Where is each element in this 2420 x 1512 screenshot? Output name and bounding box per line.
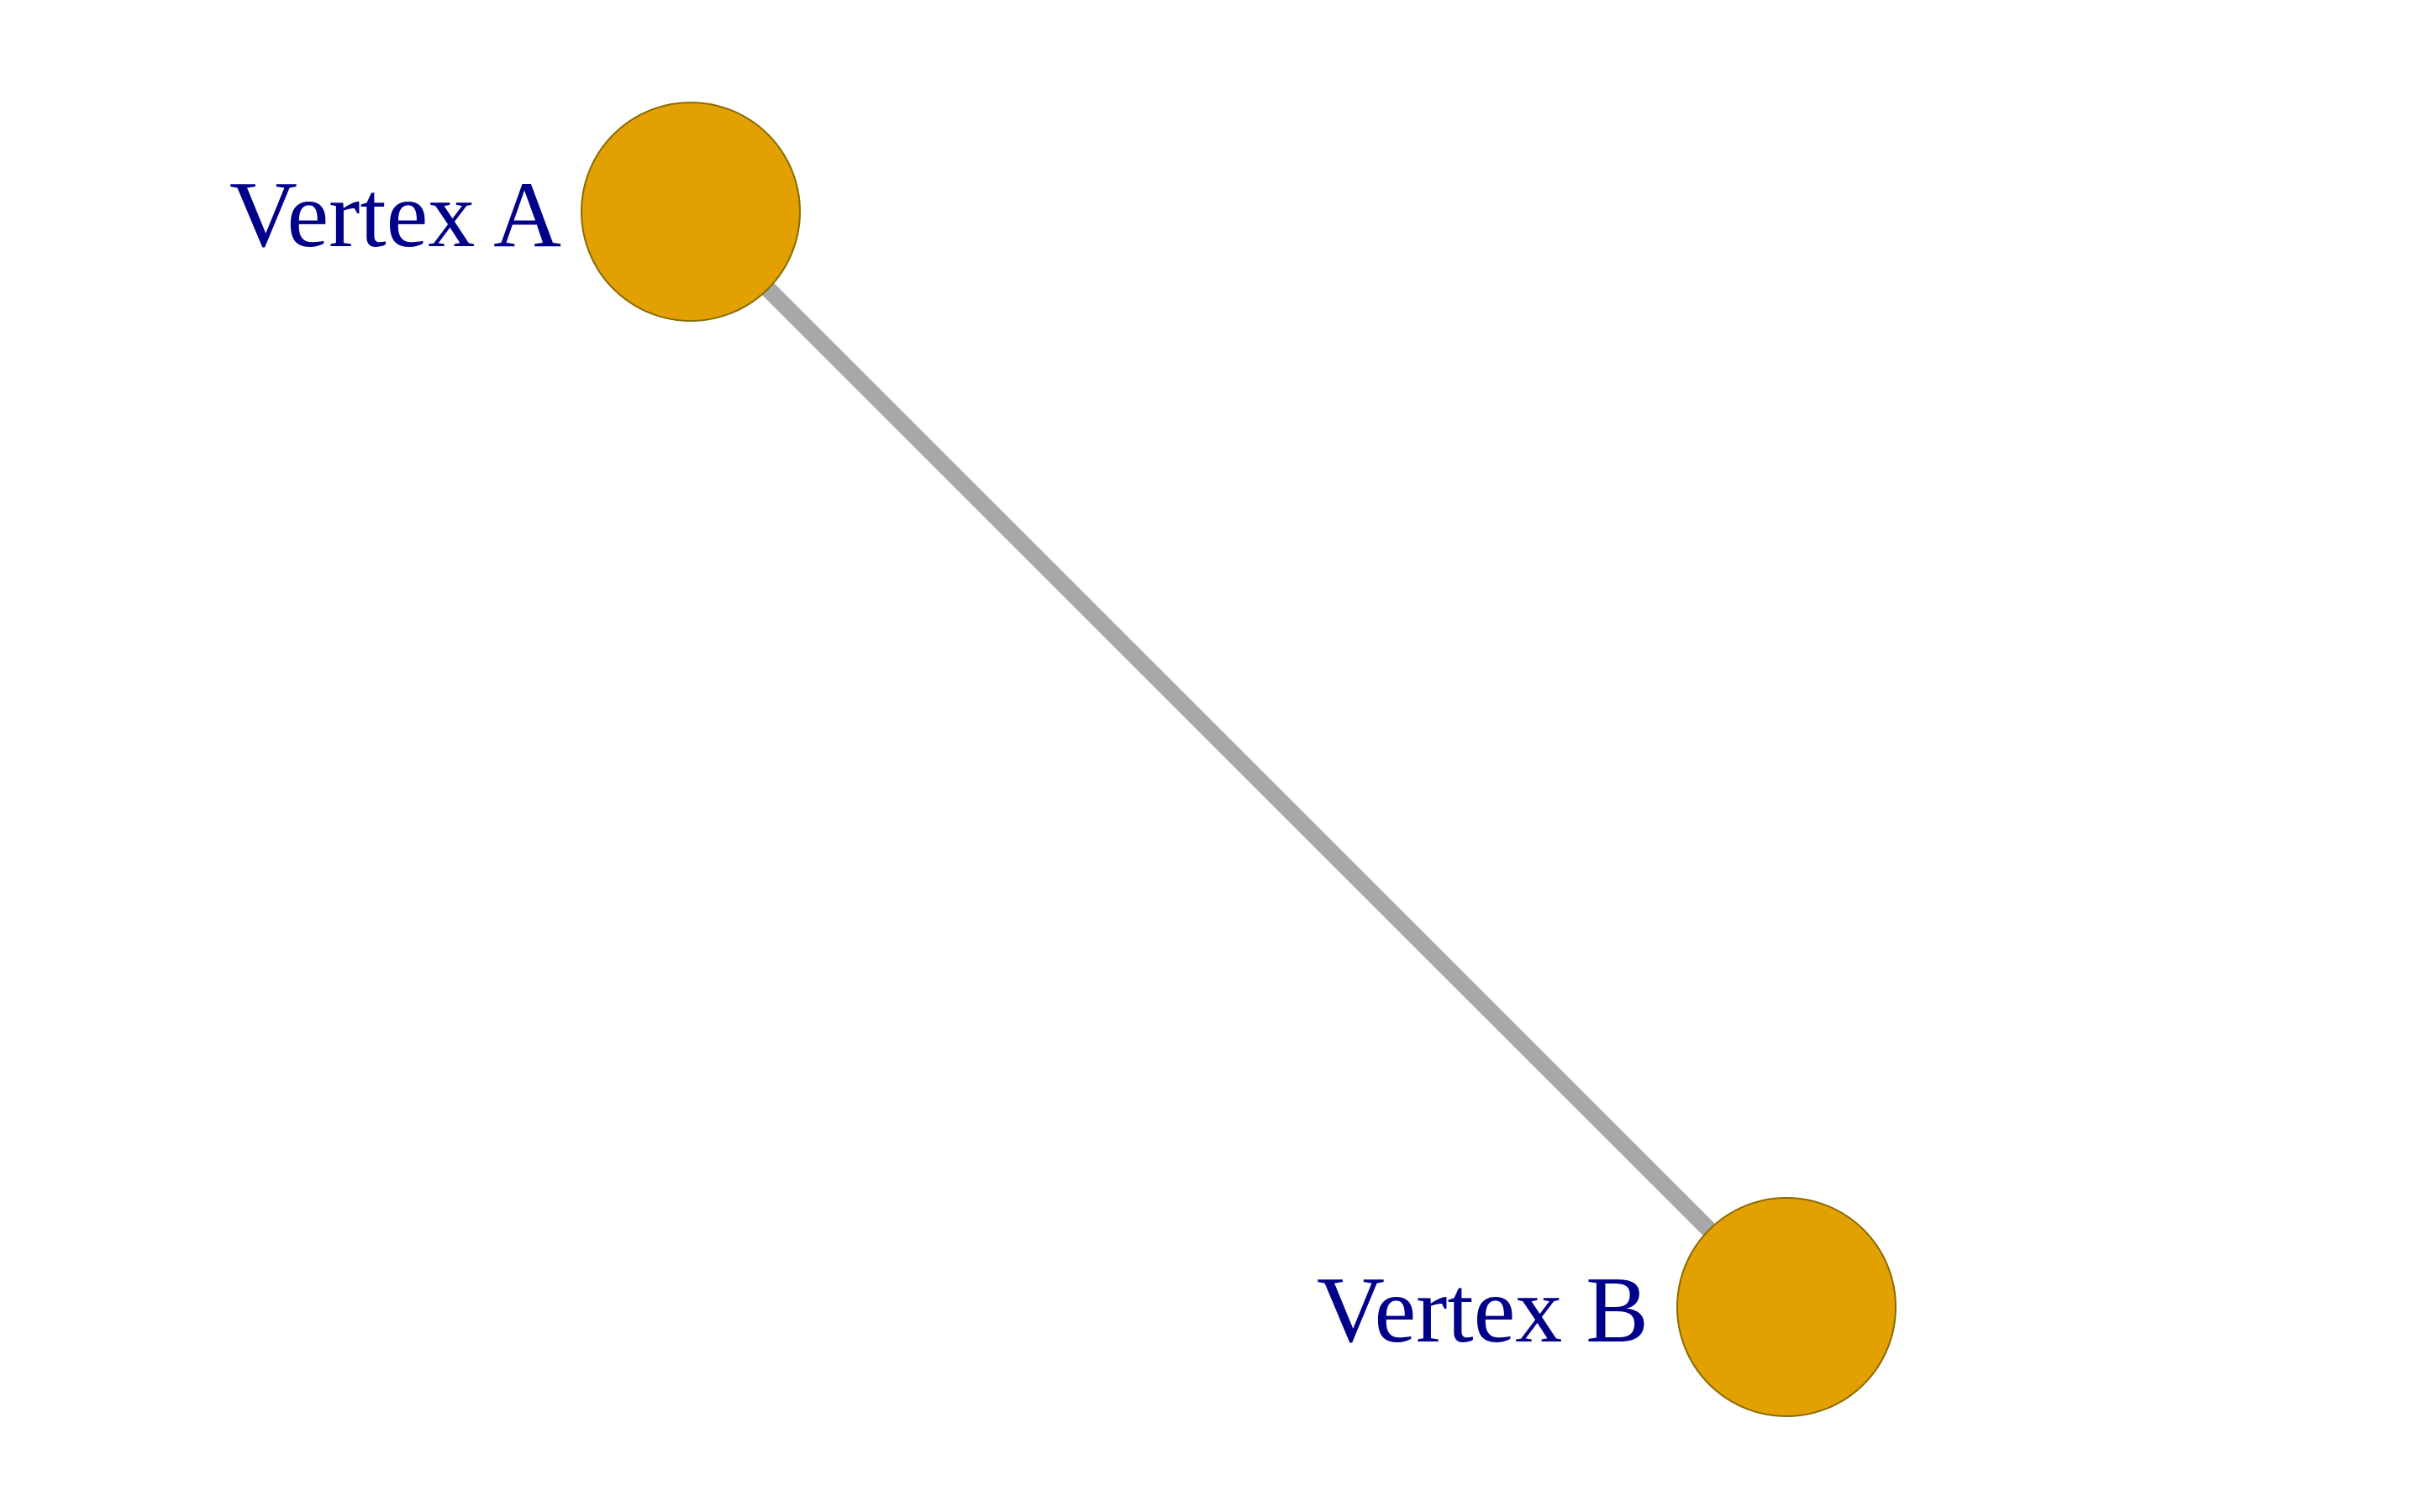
vertex-b-label: Vertex B: [1317, 1258, 1649, 1362]
vertex-b[interactable]: Vertex B: [1317, 1197, 1897, 1417]
vertex-a[interactable]: Vertex A: [229, 102, 801, 322]
vertex-b-node[interactable]: [1676, 1197, 1897, 1417]
vertex-a-label: Vertex A: [229, 163, 561, 267]
vertex-a-node[interactable]: [581, 102, 801, 322]
edge-vertex-a-vertex-b: [684, 205, 1793, 1314]
